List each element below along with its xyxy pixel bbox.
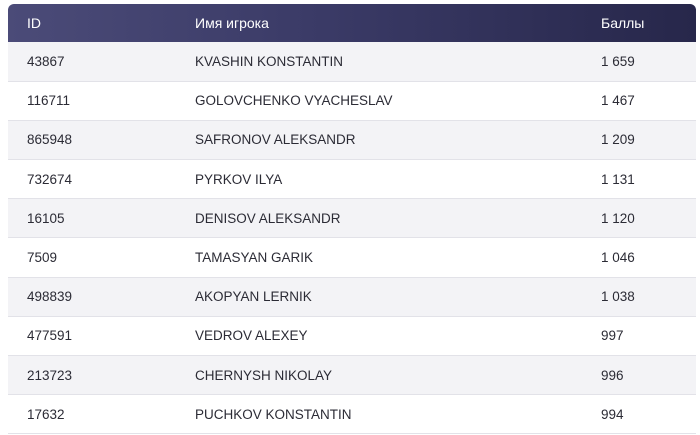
cell-score: 1 131 — [601, 171, 635, 187]
cell-id: 17632 — [27, 406, 65, 422]
table-row: 732674 PYRKOV ILYA 1 131 — [8, 159, 696, 199]
cell-id: 498839 — [27, 289, 73, 305]
cell-id: 116711 — [27, 93, 71, 109]
table-row: 43867 KVASHIN KONSTANTIN 1 659 — [8, 42, 696, 82]
cell-player-name: GOLOVCHENKO VYACHESLAV — [195, 93, 393, 109]
table-row: 17632 PUCHKOV KONSTANTIN 994 — [8, 394, 696, 434]
cell-id: 865948 — [27, 132, 73, 148]
cell-score: 996 — [601, 367, 624, 383]
cell-score: 997 — [601, 328, 624, 344]
leaderboard-table: ID Имя игрока Баллы 43867 KVASHIN KONSTA… — [8, 4, 696, 434]
cell-player-name: VEDROV ALEXEY — [195, 328, 308, 344]
table-row: 16105 DENISOV ALEKSANDR 1 120 — [8, 198, 696, 238]
table-row: 498839 AKOPYAN LERNIK 1 038 — [8, 277, 696, 317]
header-score[interactable]: Баллы — [601, 15, 645, 31]
cell-score: 1 120 — [601, 210, 635, 226]
cell-id: 43867 — [27, 53, 65, 69]
leaderboard-table-container: ID Имя игрока Баллы 43867 KVASHIN KONSTA… — [8, 4, 696, 435]
header-id[interactable]: ID — [27, 15, 41, 31]
cell-score: 1 209 — [601, 132, 635, 148]
table-body: 43867 KVASHIN KONSTANTIN 1 659 116711 GO… — [8, 42, 696, 434]
cell-player-name: KVASHIN KONSTANTIN — [195, 53, 344, 69]
table-row: 116711 GOLOVCHENKO VYACHESLAV 1 467 — [8, 81, 696, 121]
cell-score: 994 — [601, 406, 624, 422]
cell-id: 16105 — [27, 210, 65, 226]
header-row: ID Имя игрока Баллы — [8, 4, 696, 42]
cell-player-name: TAMASYAN GARIK — [195, 250, 314, 266]
cell-id: 213723 — [27, 367, 73, 383]
cell-player-name: DENISOV ALEKSANDR — [195, 210, 341, 226]
header-player-name[interactable]: Имя игрока — [195, 15, 269, 31]
cell-player-name: PUCHKOV KONSTANTIN — [195, 406, 352, 422]
table-row: 865948 SAFRONOV ALEKSANDR 1 209 — [8, 120, 696, 160]
cell-player-name: CHERNYSH NIKOLAY — [195, 367, 333, 383]
cell-id: 477591 — [27, 328, 73, 344]
cell-score: 1 467 — [601, 93, 635, 109]
cell-player-name: SAFRONOV ALEKSANDR — [195, 132, 356, 148]
cell-id: 7509 — [27, 250, 58, 266]
cell-player-name: PYRKOV ILYA — [195, 171, 283, 187]
cell-id: 732674 — [27, 171, 73, 187]
table-row: 477591 VEDROV ALEXEY 997 — [8, 316, 696, 356]
table-header: ID Имя игрока Баллы — [8, 4, 696, 42]
cell-score: 1 038 — [601, 289, 635, 305]
cell-score: 1 046 — [601, 250, 635, 266]
table-row: 213723 CHERNYSH NIKOLAY 996 — [8, 355, 696, 395]
cell-player-name: AKOPYAN LERNIK — [195, 289, 312, 305]
cell-score: 1 659 — [601, 53, 635, 69]
table-row: 7509 TAMASYAN GARIK 1 046 — [8, 237, 696, 278]
